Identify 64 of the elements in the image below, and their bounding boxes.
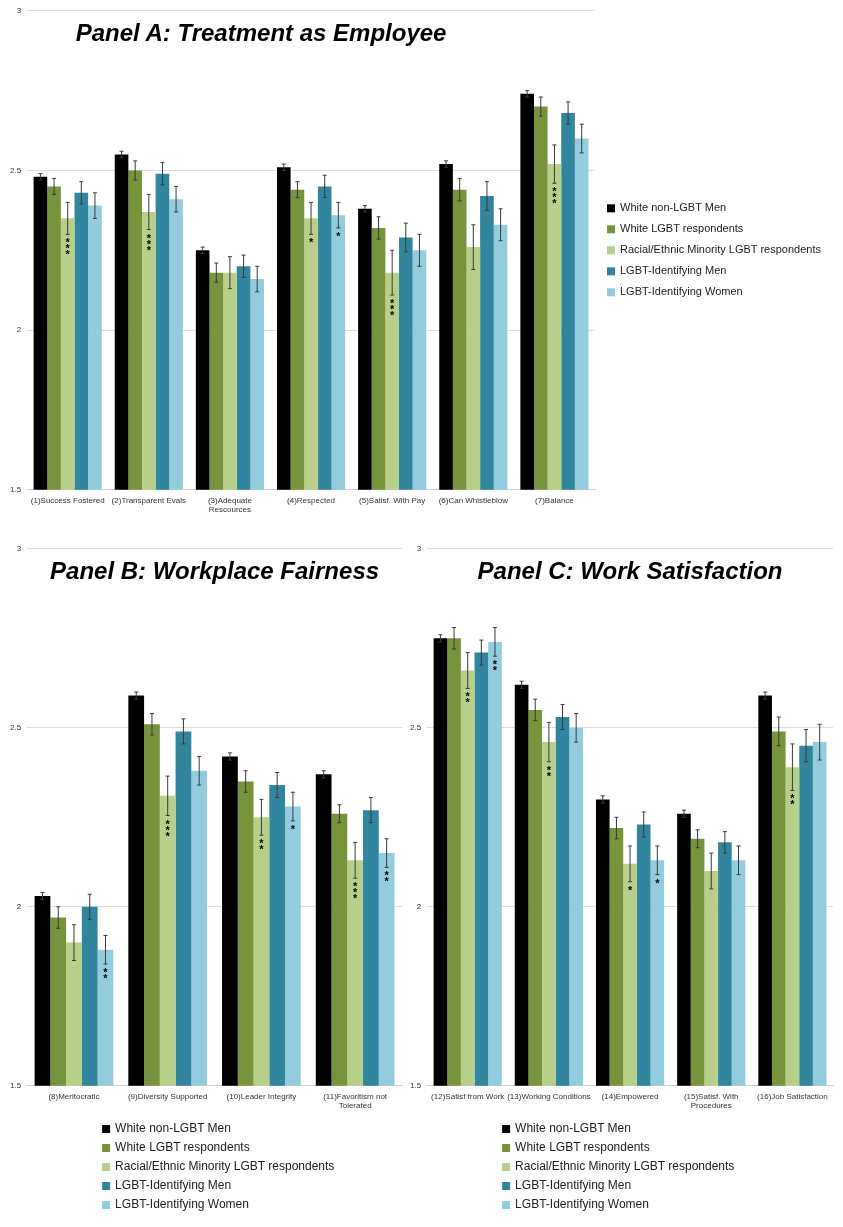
data-label: *** xyxy=(65,236,71,261)
x-tick-label: (13)Working Conditions xyxy=(507,1091,591,1101)
legend-label: White LGBT respondents xyxy=(515,1140,650,1155)
legend-label: White LGBT respondents xyxy=(115,1140,250,1155)
x-tick-label: (8)Meritocratic xyxy=(48,1091,100,1101)
legend-label: LGBT-Identifying Women xyxy=(115,1197,249,1212)
y-tick-label: 2 xyxy=(16,325,22,335)
x-tick-label: (9)Diversity Supported xyxy=(127,1091,208,1101)
legend-label: LGBT-Identifying Women xyxy=(620,285,743,298)
chart-title: Panel C: Work Satisfaction xyxy=(477,557,783,585)
y-tick-label: 2.5 xyxy=(10,165,22,175)
y-tick-label: 1.5 xyxy=(410,1081,422,1090)
x-tick-label: (15)Satisf. With Procedures xyxy=(683,1091,739,1111)
data-label: ** xyxy=(465,690,471,709)
data-label: *** xyxy=(146,231,152,256)
data-label: *** xyxy=(390,297,396,322)
legend-label: LGBT-Identifying Men xyxy=(620,264,727,277)
data-label: *** xyxy=(552,185,558,210)
y-tick-label: 1.5 xyxy=(10,1081,22,1090)
x-tick-label: (2)Transparent Evals xyxy=(111,495,187,505)
y-tick-label: 2 xyxy=(416,902,422,911)
x-tick-label: (3)Adequate Rescources xyxy=(207,495,253,515)
legend-label: White LGBT respondents xyxy=(620,222,744,235)
x-tick-label: (4)Respected xyxy=(287,495,336,505)
x-tick-label: (16)Job Satisfaction xyxy=(757,1091,828,1101)
data-label: *** xyxy=(353,880,358,905)
data-label: ** xyxy=(384,869,390,888)
y-tick-label: 3 xyxy=(416,544,422,553)
data-label: ** xyxy=(790,792,796,811)
y-tick-label: 3 xyxy=(16,544,22,553)
x-tick-label: (5)Satisf. With Pay xyxy=(359,495,426,505)
data-label: * xyxy=(627,883,633,896)
y-tick-label: 1.5 xyxy=(10,485,22,494)
legend-label: LGBT-Identifying Men xyxy=(115,1178,232,1193)
data-label: ** xyxy=(103,966,109,985)
legend-label: LGBT-Identifying Women xyxy=(515,1197,649,1212)
legend-label: White non-LGBT Men xyxy=(515,1121,631,1136)
y-tick-label: 2 xyxy=(16,902,22,911)
data-label: * xyxy=(655,876,661,889)
x-tick-label: (10)Leader Integrity xyxy=(226,1091,297,1101)
data-label: *** xyxy=(165,817,171,842)
data-label: ** xyxy=(259,837,265,856)
x-tick-label: (11)Favoritism not Tolerated xyxy=(323,1091,388,1111)
legend-label: Racial/Ethnic Minority LGBT respondents xyxy=(620,243,822,256)
legend-label: Racial/Ethnic Minority LGBT respondents xyxy=(515,1159,735,1174)
legend-label: White non-LGBT Men xyxy=(620,201,727,214)
x-tick-label: (1)Success Fostered xyxy=(30,495,105,505)
legend-label: White non-LGBT Men xyxy=(115,1121,231,1136)
y-tick-label: 3 xyxy=(16,6,22,15)
chart-title: Panel A: Treatment as Employee xyxy=(75,19,447,47)
legend-label: LGBT-Identifying Men xyxy=(515,1178,632,1193)
data-label: ** xyxy=(492,658,498,677)
y-tick-label: 2.5 xyxy=(410,723,422,732)
y-tick-label: 2.5 xyxy=(10,723,22,732)
data-label: * xyxy=(290,822,296,835)
chart-title: Panel B: Workplace Fairness xyxy=(50,557,380,585)
x-tick-label: (14)Empowered xyxy=(601,1091,659,1101)
x-tick-label: (6)Can Whistleblow xyxy=(438,495,509,505)
x-tick-label: (12)Satisf from Work xyxy=(431,1091,506,1101)
data-label: * xyxy=(336,229,342,242)
x-tick-label: (7)Balance xyxy=(535,495,575,505)
legend-label: Racial/Ethnic Minority LGBT respondents xyxy=(115,1159,335,1174)
data-label: ** xyxy=(546,763,552,782)
data-label: * xyxy=(308,236,314,249)
